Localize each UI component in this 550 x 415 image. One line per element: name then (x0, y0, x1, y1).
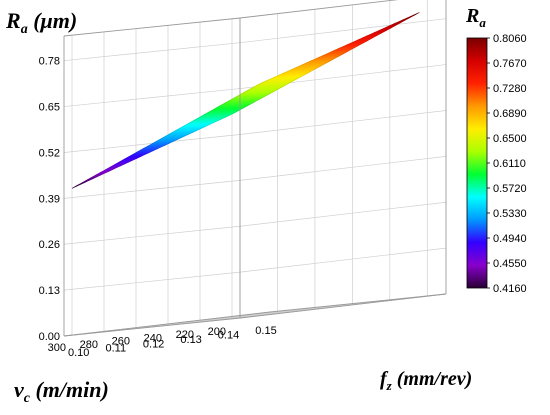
colorbar-tick-label: 0.4550 (493, 258, 527, 270)
colorbar-tick-label: 0.8060 (493, 33, 527, 45)
x-tick-label: 300 (48, 342, 66, 354)
colorbar-tick-label: 0.6890 (493, 108, 527, 120)
box-edge (63, 17, 241, 37)
grid-line (239, 18, 447, 44)
surface-plot (71, 12, 420, 189)
colorbar-title: Ra (465, 5, 486, 30)
colorbar-tick-label: 0.5330 (493, 208, 527, 220)
x-tick-label: 220 (176, 329, 194, 341)
x-tick-label: 200 (208, 326, 226, 338)
x-tick-label: 240 (144, 332, 162, 344)
x-tick-label: 280 (80, 339, 98, 351)
y-tick-label: 0.14 (218, 330, 239, 342)
z-axis-title: Ra (μm) (5, 8, 77, 37)
grid-line (239, 156, 447, 181)
y-axis-title: fz (mm/rev) (380, 368, 472, 393)
box-edge (239, 293, 447, 319)
colorbar-tick-label: 0.7280 (493, 83, 527, 95)
colorbar-ticks: 0.8060 0.7670 0.7280 0.6890 0.6500 0.6110 0.57… (487, 33, 527, 295)
y-tick-label: 0.12 (143, 338, 164, 350)
axes (63, 0, 447, 337)
grid-line (63, 88, 241, 107)
y-tick-label: 0.10 (68, 347, 89, 359)
grid-line (239, 247, 447, 273)
grid-line (63, 225, 241, 245)
z-tick-label: 0.39 (39, 193, 60, 205)
colorbar-tick-label: 0.6500 (493, 133, 527, 145)
surface-patch (254, 81, 264, 87)
z-tick-label: 0.52 (39, 148, 60, 160)
z-tick-label: 0.00 (39, 331, 60, 343)
grid-line (63, 180, 241, 199)
z-tick-label: 0.26 (39, 239, 60, 251)
grid-line (63, 271, 241, 291)
grid-lines (63, 0, 447, 337)
z-tick-label: 0.65 (39, 102, 60, 114)
grid-line (239, 201, 447, 227)
grid-line (239, 110, 447, 135)
y-tick-label: 0.13 (180, 334, 201, 346)
y-tick-label: 0.11 (106, 343, 127, 355)
surface-outline (71, 12, 420, 189)
colorbar-tick-label: 0.4160 (493, 283, 527, 295)
colorbar-tick-label: 0.6110 (493, 158, 526, 170)
colorbar-tick-label: 0.4940 (493, 233, 527, 245)
colorbar-tick-label: 0.7670 (493, 58, 527, 70)
box-edge (239, 0, 399, 19)
box-edge (63, 311, 271, 337)
grid-line (63, 42, 241, 62)
box-edge (269, 293, 447, 313)
colorbar-gradient (466, 37, 488, 289)
x-axis-title: vc (m/min) (14, 377, 109, 406)
z-tick-label: 0.78 (39, 56, 60, 68)
z-tick-label: 0.13 (39, 285, 60, 297)
tick-labels: 0.00 0.13 0.26 0.39 0.52 0.65 0.78 200 220 240 260… (39, 56, 277, 359)
y-tick-label: 0.15 (255, 325, 276, 337)
colorbar-tick-label: 0.5720 (493, 183, 527, 195)
x-tick-label: 260 (112, 336, 130, 348)
